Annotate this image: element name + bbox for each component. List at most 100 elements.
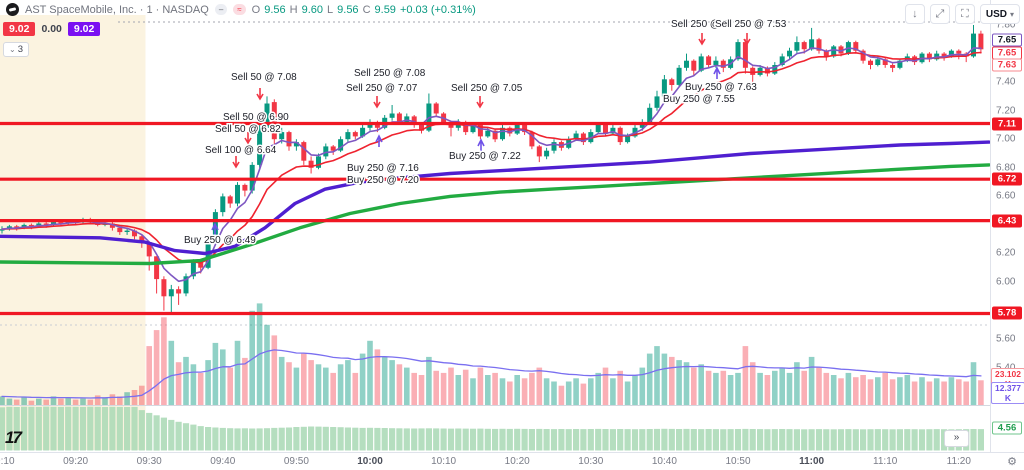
dashed-lines (0, 21, 990, 326)
sell-arrow-icon (373, 96, 381, 109)
position-badges: 9.02 0.00 9.02 (3, 22, 101, 36)
sell-arrow-icon (743, 33, 751, 46)
maximize-button[interactable]: ⤢ (929, 4, 950, 24)
trade-annotation-label: Buy 250 @ 7.16 (347, 163, 419, 174)
time-axis[interactable]: ⚙ 09:10 09:20 09:30 09:40 09:50 10:00 10:10 10:… (0, 452, 1024, 470)
ma-thick-purple-line (0, 140, 990, 256)
time-axis-label: 11:00 (799, 456, 825, 467)
sell-arrow-icon (256, 88, 264, 101)
tradingview-logo[interactable]: 17 (5, 428, 22, 447)
price-axis-label: 7.00 (996, 133, 1016, 145)
price-axis-label: 6.60 (996, 190, 1016, 202)
price-axis-label: 6.20 (996, 247, 1016, 259)
fullscreen-icon: ⛶ (961, 7, 969, 20)
trade-annotation-label: Buy 250 @ 7.55 (663, 94, 735, 105)
chevron-down-icon: ▾ (1009, 9, 1014, 19)
time-axis-label: 09:30 (136, 456, 162, 467)
time-axis-label: 10:40 (651, 456, 677, 467)
last-price-badge: 7.63 (992, 58, 1022, 72)
buy-arrow-icon (211, 222, 219, 235)
time-axis-label: 10:10 (431, 456, 457, 467)
buy-arrow-icon (375, 134, 383, 147)
position-entry-badge[interactable]: 9.02 (67, 22, 101, 36)
price-axis-label: 6.80 (996, 162, 1016, 174)
time-axis-label: 10:50 (725, 456, 751, 467)
currency-selector[interactable]: USD ▾ (979, 4, 1020, 24)
sell-arrow-icon (476, 96, 484, 109)
chevron-down-icon: ⌄ (9, 45, 16, 54)
ma-thick-green-line (0, 163, 990, 266)
trade-annotation-label: Sell 250 @ 7.07 (346, 83, 418, 94)
position-price-badge[interactable]: 9.02 (3, 22, 36, 36)
price-axis-label: 7.80 (996, 19, 1016, 31)
pane-value-badge: 4.56 (992, 421, 1022, 435)
trade-annotation-label: Sell 50 @ 7.08 (231, 72, 297, 83)
level-price-badge: 6.72 (992, 172, 1022, 186)
last-price-badge: 7.65 (992, 33, 1022, 47)
chart-legend: AST SpaceMobile, Inc. · 1 · NASDAQ – ≈ O… (6, 3, 476, 16)
time-axis-label: 10:00 (357, 456, 383, 467)
time-axis-label: 11:20 (946, 456, 971, 467)
chart-area[interactable]: Sell 50 @ 7.08 Sell 50 @ 6.90 Sell 50 @ 6.… (0, 0, 990, 452)
wave-pill-icon[interactable]: ≈ (233, 4, 246, 15)
maximize-icon: ⤢ (935, 7, 945, 20)
top-right-toolbar: ↓ ⤢ ⛶ USD ▾ (904, 4, 1020, 24)
volume-value-badge: 12.377 K (991, 382, 1024, 405)
trade-annotation-label: Buy 250 @ 7.63 (685, 82, 757, 93)
price-axis-label: 5.60 (996, 333, 1016, 345)
position-pnl: 0.00 (41, 23, 62, 35)
level-price-badge: 5.78 (992, 306, 1022, 320)
trade-annotation-label: Buy 250 @ 7.20 (347, 175, 419, 186)
low-label: L (327, 3, 334, 16)
candles-layer (0, 25, 984, 312)
download-button[interactable]: ↓ (904, 4, 925, 24)
high-value: 9.60 (301, 3, 324, 16)
change-value: +0.03 (+0.31%) (399, 3, 476, 16)
close-value: 9.59 (374, 3, 396, 16)
ema-fast-line (1, 47, 982, 283)
level-price-badge: 6.43 (992, 214, 1022, 228)
trade-annotation-label: Sell 50 @ 6.90 (223, 112, 289, 123)
gear-icon[interactable]: ⚙ (1007, 456, 1017, 468)
price-axis-label: 7.40 (996, 76, 1016, 88)
time-axis-label: 09:20 (63, 456, 89, 467)
trade-annotation-label: Sell 250 @ 7 (671, 19, 729, 30)
download-icon: ↓ (912, 8, 918, 20)
trade-annotation-label: Sell 250 @ 7.53 (715, 19, 787, 30)
sell-arrow-icon (232, 156, 240, 169)
indicator-count: 3 (17, 44, 23, 55)
currency-value: USD (985, 8, 1007, 20)
open-label: O (251, 3, 261, 16)
level-price-badge: 7.11 (992, 117, 1022, 131)
trade-annotation-label: Sell 250 @ 7.05 (451, 83, 523, 94)
trade-annotation-label: Sell 50 @ 6.82 (215, 124, 281, 135)
indicators-collapse-button[interactable]: ⌄ 3 (3, 42, 29, 57)
indicator-pill-icon[interactable]: – (214, 4, 228, 15)
session-shade (0, 15, 146, 450)
price-axis[interactable]: 7.80 7.40 7.20 7.00 6.80 6.60 6.20 6.00 5.60 5.40… (990, 0, 1024, 452)
high-label: H (289, 3, 298, 16)
sell-arrow-icon (698, 33, 706, 46)
price-axis-label: 6.00 (996, 276, 1016, 288)
symbol-logo-icon (6, 3, 19, 16)
low-value: 9.56 (337, 3, 359, 16)
fullscreen-button[interactable]: ⛶ (954, 4, 975, 24)
lower-pane-bars (0, 406, 984, 451)
trade-annotation-label: Buy 250 @ 7.22 (449, 151, 521, 162)
trade-annotation-label: Buy 250 @ 6.49 (184, 235, 256, 246)
level-lines (0, 121, 990, 316)
time-axis-label: 10:20 (504, 456, 530, 467)
volume-bars (0, 303, 990, 406)
time-axis-label: 10:30 (578, 456, 604, 467)
time-axis-label: 09:10 (0, 456, 15, 467)
time-axis-label: 09:50 (283, 456, 309, 467)
volume-ma-line (1, 349, 982, 399)
price-axis-label: 7.20 (996, 105, 1016, 117)
price-axis-label: 5.40 (996, 362, 1015, 373)
expand-more-button[interactable]: » (944, 430, 969, 447)
symbol-title[interactable]: AST SpaceMobile, Inc. · 1 · NASDAQ (25, 3, 209, 16)
buy-arrow-icon (713, 66, 721, 79)
